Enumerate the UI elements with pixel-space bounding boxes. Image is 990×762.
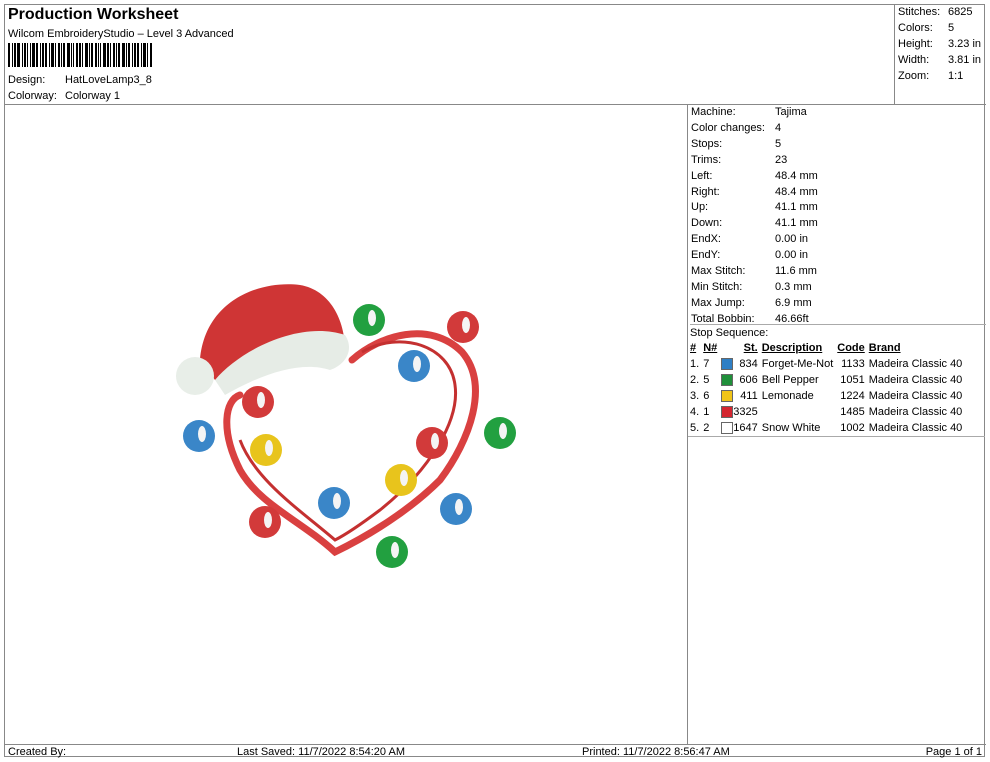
col-description: Description [761, 342, 823, 354]
stop-sequence-row: 3. 6 411 Lemonade 1224 Madeira Classic 40 [690, 390, 963, 402]
color-swatch [721, 422, 734, 434]
summary-stats: Stitches: 6825 Colors: 5 Height: 3.23 in Width… [895, 4, 986, 105]
detail-label: Max Jump: [691, 296, 745, 309]
detail-value: 11.6 mm [775, 265, 817, 277]
stop-sequence-title: Stop Sequence: [690, 324, 986, 341]
light-bulb-icon [440, 493, 472, 525]
detail-value: 0.00 in [775, 249, 809, 262]
detail-value: 5 [775, 137, 782, 150]
detail-label: Right: [691, 185, 720, 198]
detail-label: Color changes: [691, 121, 765, 134]
stop-sequence-table: # N# St. Description Code Brand 1. 7 834 Fo… [688, 340, 964, 436]
colorway-label: Colorway: [8, 90, 57, 102]
detail-value: 23 [775, 153, 788, 166]
col-num: # [690, 342, 697, 354]
light-bulb-icon [353, 304, 385, 336]
detail-value: 48.4 mm [775, 185, 818, 198]
summary-label: Stitches: [898, 6, 941, 18]
heart-outline [223, 330, 479, 557]
detail-label: Machine: [691, 106, 736, 118]
header [4, 4, 895, 105]
col-code: Code [837, 342, 865, 354]
detail-value: 0.3 mm [775, 280, 812, 293]
light-bulb-icon [183, 420, 215, 452]
light-bulb-icon [242, 386, 274, 418]
light-bulb-icon [250, 434, 282, 466]
detail-label: Trims: [691, 153, 722, 166]
last-saved: Last Saved: 11/7/2022 8:54:20 AM [237, 746, 405, 758]
stop-sequence-row: 2. 5 606 Bell Pepper 1051 Madeira Classic 40 [690, 374, 963, 386]
detail-value: 6.9 mm [775, 296, 812, 309]
detail-label: Up: [691, 201, 709, 214]
created-by: Created By: [8, 746, 67, 758]
hat-pompom [176, 357, 214, 395]
col-stitches: St. [743, 342, 758, 354]
printed-date: Printed: 11/7/2022 8:56:47 AM [582, 746, 730, 758]
detail-label: Total Bobbin: [691, 312, 755, 325]
detail-value: Tajima [775, 106, 807, 118]
detail-label: Stops: [691, 137, 723, 150]
light-bulb-icon [447, 311, 479, 343]
detail-value: 41.1 mm [775, 201, 818, 214]
detail-label: Max Stitch: [691, 265, 746, 277]
summary-label: Height: [898, 38, 933, 50]
detail-label: Down: [691, 217, 723, 230]
details-panel: Machine: Tajima Color changes: 4 Stops: 5 Trim… [687, 104, 986, 744]
worksheet-frame [4, 4, 985, 757]
detail-label: EndY: [691, 249, 721, 262]
design-name: HatLoveLamp3_8 [65, 74, 152, 86]
light-bulb-icon [385, 464, 417, 496]
detail-label: EndX: [691, 233, 721, 246]
detail-label: Min Stitch: [691, 280, 743, 293]
stop-sequence-row: 1. 7 834 Forget-Me-Not 1133 Madeira Classic 4… [690, 358, 963, 370]
detail-value: 4 [775, 121, 782, 134]
color-swatch [721, 374, 734, 386]
summary-value: 3.81 in [948, 54, 982, 66]
software-name: Wilcom EmbroideryStudio – Level 3 Advanc… [8, 28, 234, 40]
detail-value: 48.4 mm [775, 169, 818, 182]
light-bulb-icon [376, 536, 408, 568]
detail-value: 41.1 mm [775, 217, 818, 230]
detail-label: Left: [691, 169, 713, 182]
color-swatch [721, 390, 734, 402]
light-bulb-icon [318, 487, 350, 519]
light-bulb-icon [398, 350, 430, 382]
heart-inner-swirl [238, 340, 458, 542]
detail-value: 46.66ft [775, 312, 809, 325]
summary-value: 6825 [948, 6, 973, 18]
light-bulb-icon [416, 427, 448, 459]
summary-label: Zoom: [898, 70, 930, 82]
stop-sequence-row: 4. 1 3325 1485 Madeira Classic 40 [690, 406, 963, 418]
color-swatch [721, 406, 734, 418]
hat-fur [215, 331, 350, 395]
page-title: Production Worksheet [8, 6, 179, 23]
summary-label: Colors: [898, 22, 933, 34]
barcode [8, 43, 208, 67]
colorway-name: Colorway 1 [65, 90, 121, 102]
col-needle: N# [703, 342, 718, 354]
summary-label: Width: [898, 54, 930, 66]
color-swatch [721, 358, 734, 370]
stop-sequence-row: 5. 2 1647 Snow White 1002 Madeira Classic 40 [690, 422, 963, 434]
col-brand: Brand [868, 342, 901, 354]
summary-value: 1:1 [948, 70, 964, 82]
light-bulb-icon [249, 506, 281, 538]
summary-value: 3.23 in [948, 38, 982, 50]
light-bulb-icon [484, 417, 516, 449]
footer: Created By: Last Saved: 11/7/2022 8:54:2… [4, 744, 986, 758]
detail-value: 0.00 in [775, 233, 809, 246]
embroidery-design-preview [176, 284, 516, 568]
summary-value: 5 [948, 22, 955, 34]
design-label: Design: [8, 74, 46, 86]
page-number: Page 1 of 1 [925, 746, 982, 758]
